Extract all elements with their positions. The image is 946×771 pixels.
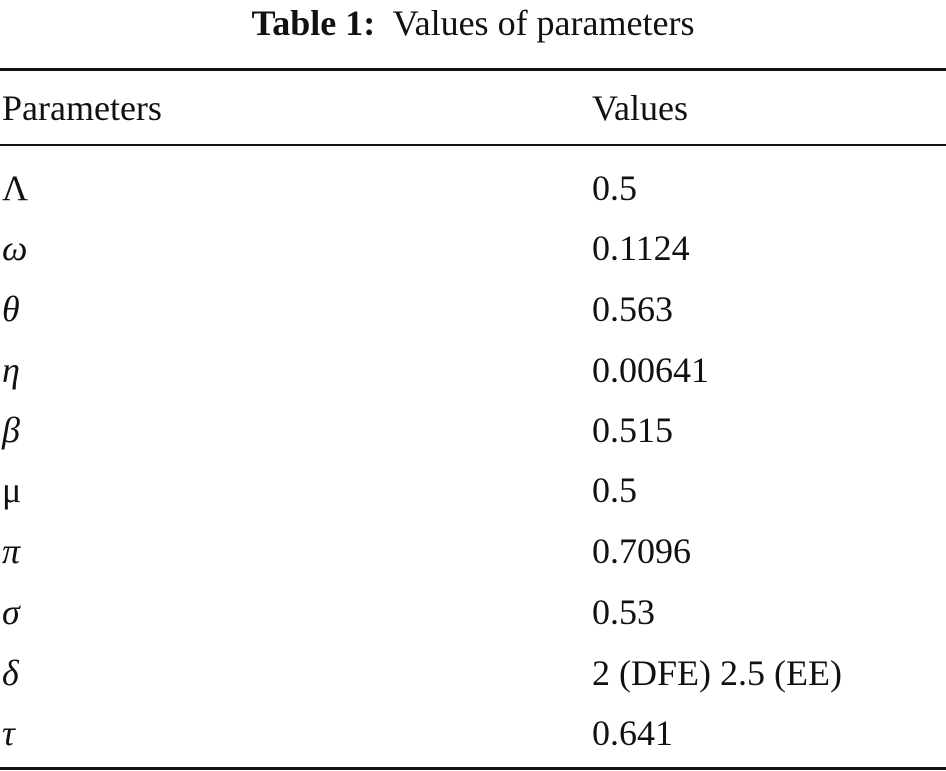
header-values: Values xyxy=(592,88,688,128)
parameter-symbol: π xyxy=(2,531,21,571)
table-row: τ 0.641 xyxy=(0,703,946,763)
table-row: μ 0.5 xyxy=(0,460,946,520)
table-header-rule xyxy=(0,144,946,146)
parameter-value: 0.515 xyxy=(592,410,673,450)
parameter-symbol: Λ xyxy=(2,168,29,208)
table-header-row: Parameters Values xyxy=(0,78,946,138)
table-row: η 0.00641 xyxy=(0,340,946,400)
table-row: π 0.7096 xyxy=(0,521,946,581)
parameter-value: 0.5 xyxy=(592,168,637,208)
parameter-symbol: τ xyxy=(2,713,15,753)
parameter-symbol: σ xyxy=(2,592,20,632)
parameter-value: 0.1124 xyxy=(592,228,690,268)
parameter-value: 0.00641 xyxy=(592,350,709,390)
parameter-value: 0.7096 xyxy=(592,531,691,571)
parameter-symbol: μ xyxy=(2,470,22,510)
table-row: ω 0.1124 xyxy=(0,218,946,278)
parameter-value: 0.5 xyxy=(592,470,637,510)
parameter-value: 0.641 xyxy=(592,713,673,753)
table-row: σ 0.53 xyxy=(0,582,946,642)
table-bottom-rule xyxy=(0,767,946,770)
table-row: θ 0.563 xyxy=(0,279,946,339)
parameter-symbol: δ xyxy=(2,653,19,693)
table-row: β 0.515 xyxy=(0,400,946,460)
table-caption-label: Table 1: xyxy=(251,3,376,43)
parameter-value: 0.53 xyxy=(592,592,655,632)
table-row: δ 2 (DFE) 2.5 (EE) xyxy=(0,643,946,703)
parameter-value: 0.563 xyxy=(592,289,673,329)
header-parameters: Parameters xyxy=(2,88,162,128)
parameter-symbol: θ xyxy=(2,289,20,329)
parameter-symbol: β xyxy=(2,410,20,450)
table-row: Λ 0.5 xyxy=(0,158,946,218)
parameter-value: 2 (DFE) 2.5 (EE) xyxy=(592,653,842,693)
parameter-symbol: η xyxy=(2,350,20,390)
table-caption-text: Values of parameters xyxy=(392,3,695,43)
parameter-symbol: ω xyxy=(2,228,28,268)
table-top-rule xyxy=(0,68,946,71)
table-caption: Table 1: Values of parameters xyxy=(0,0,946,46)
